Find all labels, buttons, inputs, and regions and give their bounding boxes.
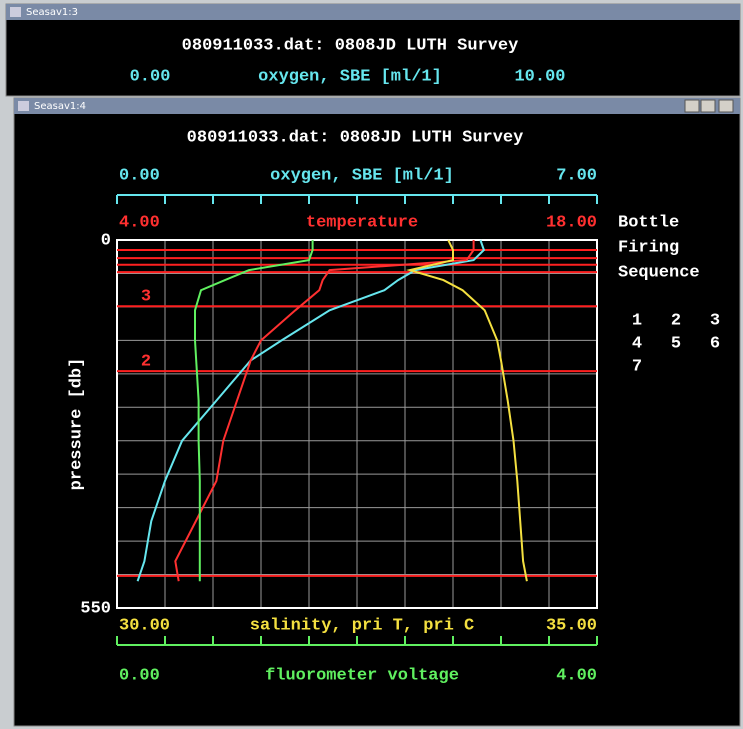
bottle-number: 3 [710, 311, 720, 330]
x-tick-label: 4.00 [119, 213, 160, 232]
x-tick-label: 0.00 [119, 666, 160, 685]
y-axis-label: pressure [db] [67, 358, 86, 491]
bottle-number: 5 [671, 334, 681, 353]
header: 080911033.dat: 0808JD LUTH Survey [182, 36, 519, 55]
x-tick-label: 4.00 [556, 666, 597, 685]
x-tick-label: 10.00 [514, 67, 565, 86]
window-2-titlebar [14, 98, 740, 114]
axis-label: temperature [306, 213, 418, 232]
window-icon [18, 101, 29, 111]
bottle-number: 6 [710, 334, 720, 353]
page: Seasav1:3 080911033.dat: 0808JD LUTH Sur… [0, 0, 743, 729]
axis-label: oxygen, SBE [ml/1] [258, 67, 442, 86]
x-tick-label: 0.00 [119, 166, 160, 185]
bottle-number: 1 [632, 311, 642, 330]
bottle-number: 2 [671, 311, 681, 330]
bottle-number: 4 [632, 334, 642, 353]
axis-label: salinity, pri T, pri C [250, 616, 474, 635]
x-tick-label: 30.00 [119, 616, 170, 635]
x-tick-label: 7.00 [556, 166, 597, 185]
bottle-label: 3 [141, 288, 151, 307]
bottle-number: 7 [632, 357, 642, 376]
maximize-button[interactable] [701, 100, 715, 112]
y-tick-label: 550 [80, 599, 111, 618]
window-icon [10, 7, 21, 17]
bottle-label: 2 [141, 353, 151, 372]
axis-label: fluorometer voltage [265, 666, 459, 685]
y-tick-label: 0 [101, 231, 111, 250]
chart-title: 080911033.dat: 0808JD LUTH Survey [187, 128, 524, 147]
close-button[interactable] [719, 100, 733, 112]
x-tick-label: 35.00 [546, 616, 597, 635]
window-title: Seasav1:3 [26, 7, 78, 18]
axis-label: oxygen, SBE [ml/1] [270, 166, 454, 185]
bottle-legend: Firing [618, 238, 679, 257]
x-tick-label: 0.00 [130, 67, 171, 86]
x-tick-label: 18.00 [546, 213, 597, 232]
window-1-titlebar [6, 4, 740, 20]
screen: Seasav1:3 080911033.dat: 0808JD LUTH Sur… [0, 0, 743, 729]
window-title: Seasav1:4 [34, 101, 86, 112]
bottle-legend: Bottle [618, 213, 679, 232]
bottle-legend: Sequence [618, 263, 700, 282]
minimize-button[interactable] [685, 100, 699, 112]
